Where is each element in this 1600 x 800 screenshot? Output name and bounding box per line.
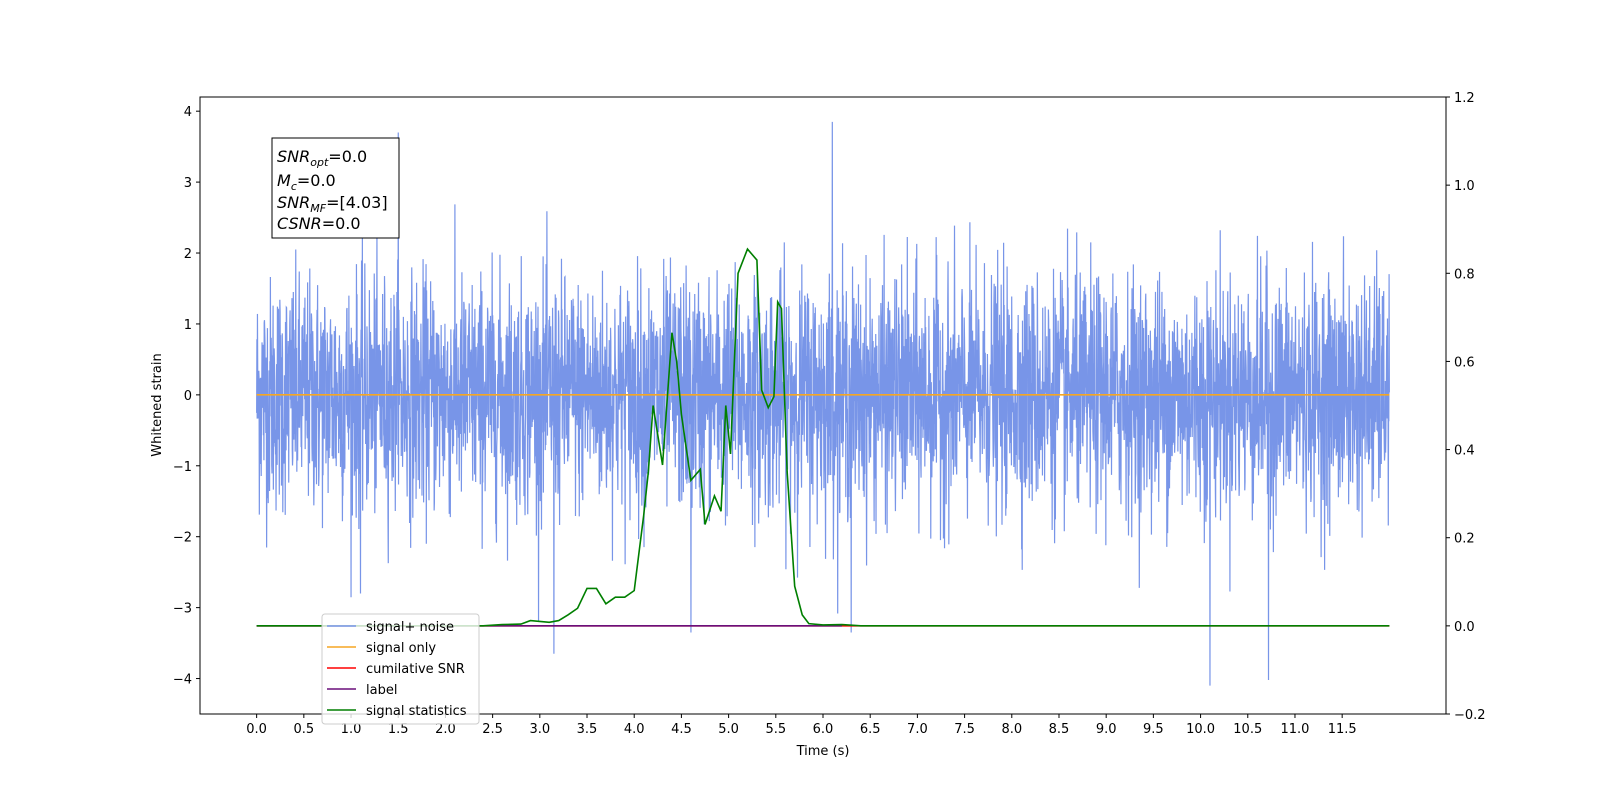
series-signal-statistics-line: [256, 247, 1390, 627]
legend-label-signal-statistics: signal statistics: [366, 704, 467, 719]
y-tick-label: −1: [173, 460, 192, 475]
x-tick-label: 7.5: [954, 722, 975, 737]
y-tick-label: −2: [173, 531, 192, 546]
info-mc-sub: c: [291, 180, 297, 193]
y-tick-label: −4: [173, 673, 192, 688]
y2-tick-label: −0.2: [1454, 708, 1486, 723]
x-tick-label: 9.5: [1143, 722, 1164, 737]
x-tick-label: 11.5: [1328, 722, 1357, 737]
y2-tick-label: 0.4: [1454, 444, 1475, 459]
info-snr-opt: SNRopt=0.0: [277, 147, 367, 169]
x-tick-label: 0.5: [293, 722, 314, 737]
x-tick-label: 5.0: [718, 722, 739, 737]
info-csnr: CSNR=0.0: [277, 214, 361, 233]
y-axis-left: −4 −3 −2 −1 0 1 2 3 4: [173, 105, 200, 688]
x-tick-label: 4.5: [671, 722, 692, 737]
y-axis-right: −0.2 0.0 0.2 0.4 0.6 0.8 1.0 1.2: [1446, 91, 1486, 723]
x-tick-label: 1.0: [341, 722, 362, 737]
x-tick-label: 2.5: [482, 722, 503, 737]
info-snr-mf-base: SNR: [277, 193, 310, 212]
x-tick-label: 6.5: [860, 722, 881, 737]
info-snr-mf: SNRMF=[4.03]: [277, 193, 388, 215]
info-box: SNRopt=0.0 Mc=0.0 SNRMF=[4.03] CSNR=0.0: [271, 137, 400, 239]
legend-frame: [321, 613, 480, 725]
y-tick-label: 2: [184, 247, 192, 262]
y-tick-label: 1: [184, 318, 192, 333]
info-snr-opt-base: SNR: [277, 147, 310, 166]
legend-label-cumilative-snr: cumilative SNR: [366, 662, 465, 677]
x-tick-label: 10.0: [1186, 722, 1215, 737]
y-tick-label: 0: [184, 389, 192, 404]
legend-label-label: label: [366, 683, 397, 698]
legend-label-signal-noise: signal+ noise: [366, 620, 454, 635]
info-snr-mf-value: =[4.03]: [326, 193, 388, 212]
series-signal-plus-noise: [256, 121, 1390, 686]
x-tick-label: 9.0: [1096, 722, 1117, 737]
info-snr-opt-sub: opt: [310, 156, 329, 169]
x-tick-label: 3.0: [529, 722, 550, 737]
y-tick-label: −3: [173, 602, 192, 617]
x-axis: 0.0 0.5 1.0 1.5 2.0 2.5 3.0 3.5 4.0 4.5 5.0 5.5 6.0 6…: [246, 714, 1357, 737]
y2-tick-label: 0.0: [1454, 620, 1475, 635]
x-tick-label: 4.0: [624, 722, 645, 737]
x-tick-label: 3.5: [577, 722, 598, 737]
info-snr-opt-value: =0.0: [328, 147, 367, 166]
x-tick-label: 1.5: [388, 722, 409, 737]
x-tick-label: 8.0: [1001, 722, 1022, 737]
y-tick-label: 3: [184, 176, 192, 191]
legend: signal+ noise signal only cumilative SNR la…: [321, 613, 480, 725]
y2-tick-label: 1.2: [1454, 91, 1475, 106]
x-tick-label: 2.0: [435, 722, 456, 737]
x-tick-label: 11.0: [1280, 722, 1309, 737]
y-axis-label: Whitened strain: [150, 353, 165, 456]
x-tick-label: 8.5: [1049, 722, 1070, 737]
y2-tick-label: 0.6: [1454, 355, 1475, 370]
y2-tick-label: 0.8: [1454, 267, 1475, 282]
info-mc-value: =0.0: [297, 171, 336, 190]
x-tick-label: 6.0: [813, 722, 834, 737]
x-tick-label: 5.5: [765, 722, 786, 737]
x-tick-label: 7.0: [907, 722, 928, 737]
info-mc-base: M: [277, 171, 291, 190]
y-tick-label: 4: [184, 105, 192, 120]
x-axis-label: Time (s): [796, 744, 850, 759]
y2-tick-label: 1.0: [1454, 179, 1475, 194]
info-snr-mf-sub: MF: [310, 202, 326, 215]
series-signal-plus-noise-line: [256, 121, 1390, 686]
info-csnr-base: CSNR: [277, 214, 322, 233]
info-csnr-value: =0.0: [322, 214, 361, 233]
x-tick-label: 0.0: [246, 722, 267, 737]
legend-label-signal-only: signal only: [366, 641, 436, 656]
x-tick-label: 10.5: [1233, 722, 1262, 737]
info-box-frame: [271, 137, 400, 239]
y2-tick-label: 0.2: [1454, 532, 1475, 547]
info-mc: Mc=0.0: [277, 171, 336, 193]
